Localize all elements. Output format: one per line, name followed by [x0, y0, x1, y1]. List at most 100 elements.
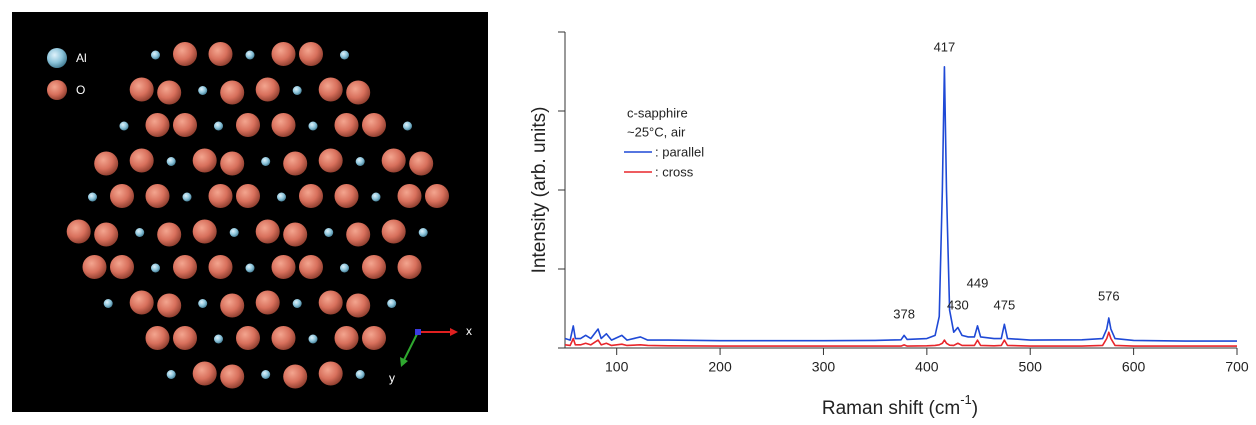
o-atom	[256, 78, 280, 102]
legend-label: Al	[76, 51, 87, 65]
o-atom	[193, 362, 217, 386]
axis-label: x	[466, 324, 472, 338]
o-atom	[272, 42, 296, 66]
o-atom	[272, 113, 296, 137]
al-atom	[120, 122, 129, 131]
legend-label: O	[76, 83, 85, 97]
al-atom	[104, 299, 113, 308]
x-tick-label: 500	[1019, 359, 1043, 375]
o-atom	[362, 113, 386, 137]
al-atom	[372, 193, 381, 202]
al-atom	[198, 299, 207, 308]
al-atom	[230, 228, 239, 237]
x-title-text: Raman shift (cm	[822, 398, 960, 419]
o-atom	[157, 223, 181, 247]
o-atom	[130, 291, 154, 315]
o-atom	[346, 223, 370, 247]
o-atom	[319, 149, 343, 173]
o-atom	[157, 294, 181, 318]
al-atom	[167, 370, 176, 379]
o-atom	[209, 184, 233, 208]
o-atom	[362, 255, 386, 279]
o-atom	[272, 255, 296, 279]
o-atom	[335, 184, 359, 208]
o-atom	[256, 291, 280, 315]
o-atom	[110, 184, 134, 208]
legend-al-atom	[47, 48, 67, 68]
al-atom	[419, 228, 428, 237]
peak-label: 576	[1098, 288, 1120, 303]
x-tick-label: 700	[1225, 359, 1249, 375]
o-atom	[335, 326, 359, 350]
o-atom	[220, 294, 244, 318]
x-tick-label: 600	[1122, 359, 1146, 375]
o-atom	[220, 152, 244, 176]
al-atom	[151, 51, 160, 60]
o-atom	[382, 220, 406, 244]
o-atom	[319, 362, 343, 386]
o-atom	[193, 149, 217, 173]
o-atom	[346, 294, 370, 318]
al-atom	[198, 86, 207, 95]
al-atom	[356, 370, 365, 379]
al-atom	[88, 193, 97, 202]
al-atom	[261, 370, 270, 379]
page: { "structure": { "legend": [ {"label": "…	[0, 0, 1256, 420]
legend-o-atom	[47, 80, 67, 100]
o-atom	[157, 81, 181, 105]
peak-label: 417	[934, 39, 956, 54]
al-atom	[261, 157, 270, 166]
x-tick-label: 300	[812, 359, 836, 375]
o-atom	[256, 220, 280, 244]
peak-label: 449	[967, 275, 989, 290]
al-atom	[183, 193, 192, 202]
o-atom	[283, 365, 307, 389]
x-tick-label: 400	[915, 359, 939, 375]
o-atom	[425, 184, 449, 208]
o-atom	[409, 152, 433, 176]
al-atom	[293, 299, 302, 308]
x-tick-label: 200	[708, 359, 732, 375]
peak-label: 430	[947, 297, 969, 312]
o-atom	[173, 42, 197, 66]
o-atom	[283, 223, 307, 247]
o-atom	[130, 78, 154, 102]
legend-label: : parallel	[655, 144, 704, 159]
o-atom	[299, 42, 323, 66]
o-atom	[272, 326, 296, 350]
o-atom	[67, 220, 91, 244]
al-atom	[135, 228, 144, 237]
structure-panel	[12, 12, 488, 412]
o-atom	[335, 113, 359, 137]
legend-title: ~25°C, air	[627, 124, 686, 139]
o-atom	[146, 326, 170, 350]
origin-marker	[415, 329, 421, 335]
al-atom	[151, 264, 160, 273]
o-atom	[236, 184, 260, 208]
legend-title: c-sapphire	[627, 105, 688, 120]
al-atom	[324, 228, 333, 237]
o-atom	[209, 42, 233, 66]
o-atom	[209, 255, 233, 279]
al-atom	[277, 193, 286, 202]
o-atom	[220, 81, 244, 105]
o-atom	[319, 291, 343, 315]
o-atom	[319, 78, 343, 102]
o-atom	[130, 149, 154, 173]
peak-label: 475	[994, 297, 1016, 312]
al-atom	[246, 51, 255, 60]
x-title-sup: -1	[960, 392, 972, 407]
o-atom	[236, 326, 260, 350]
al-atom	[309, 122, 318, 131]
o-atom	[299, 184, 323, 208]
al-atom	[387, 299, 396, 308]
o-atom	[299, 255, 323, 279]
x-tick-label: 100	[605, 359, 629, 375]
o-atom	[173, 326, 197, 350]
o-atom	[173, 113, 197, 137]
o-atom	[398, 184, 422, 208]
o-atom	[193, 220, 217, 244]
al-atom	[403, 122, 412, 131]
o-atom	[346, 81, 370, 105]
